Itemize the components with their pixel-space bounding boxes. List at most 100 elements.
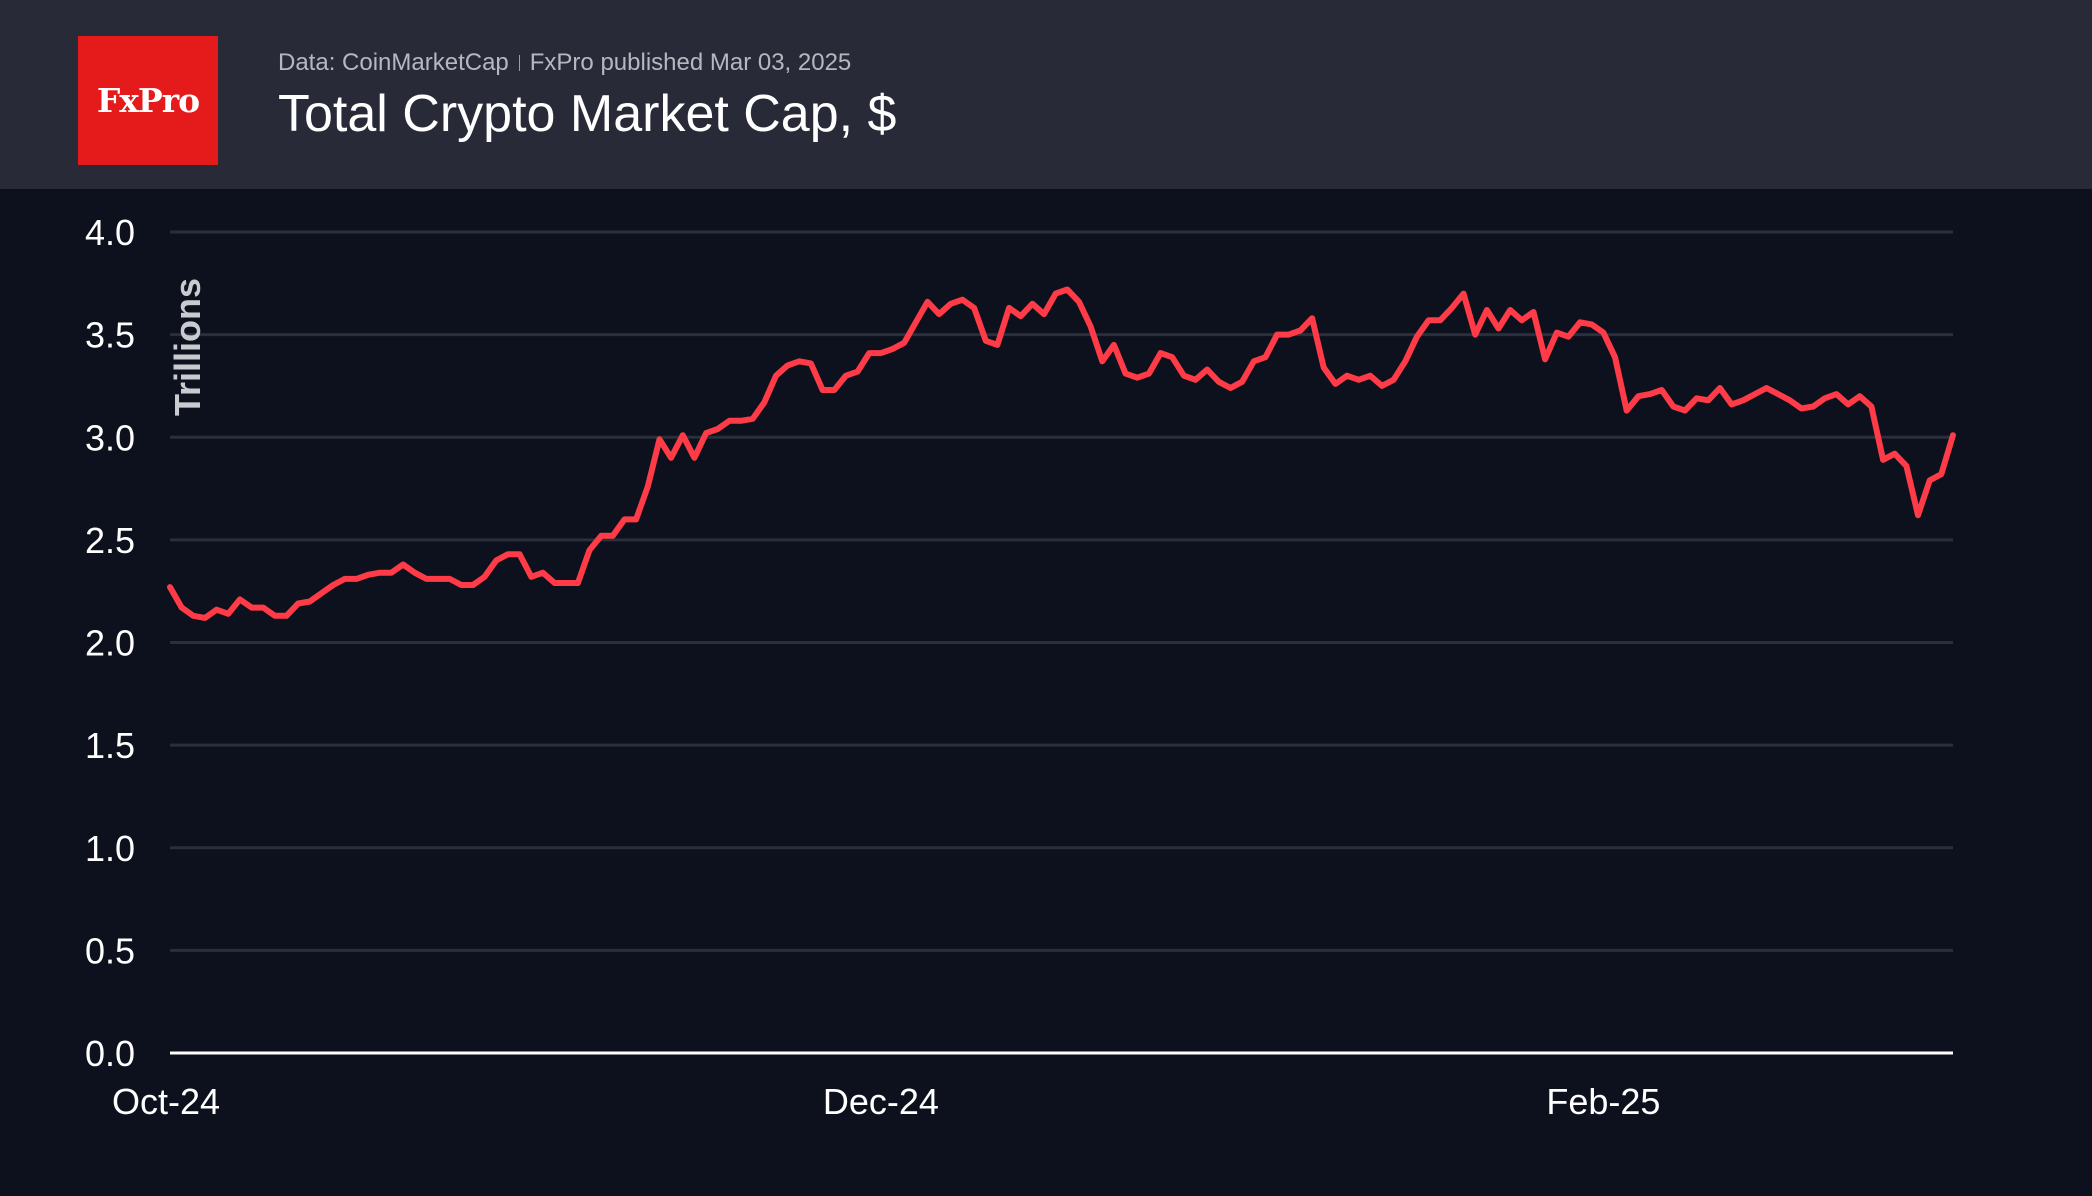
data-point — [1939, 472, 1943, 476]
data-point — [564, 581, 568, 585]
data-point — [1776, 392, 1780, 396]
data-point — [1205, 368, 1209, 372]
data-point — [1054, 292, 1058, 296]
data-point — [1030, 302, 1034, 306]
data-point — [1450, 306, 1454, 310]
data-point — [1065, 288, 1069, 292]
data-point — [1578, 320, 1582, 324]
logo-text: FxPro — [96, 81, 200, 120]
y-tick-label: 3.5 — [85, 315, 135, 356]
data-point — [856, 370, 860, 374]
data-point — [1532, 310, 1536, 314]
data-point — [727, 419, 731, 423]
data-point — [1287, 333, 1291, 337]
data-point — [494, 558, 498, 562]
data-point — [1695, 396, 1699, 400]
data-point — [1555, 331, 1559, 335]
data-point — [506, 552, 510, 556]
data-point — [1800, 407, 1804, 411]
data-point — [1403, 359, 1407, 363]
data-point — [459, 583, 463, 587]
data-point — [389, 571, 393, 575]
data-point — [1683, 409, 1687, 413]
data-point — [296, 602, 300, 606]
data-point — [261, 606, 265, 610]
data-point — [1333, 382, 1337, 386]
data-point — [774, 374, 778, 378]
data-point — [366, 573, 370, 577]
chart-header: FxPro Data: CoinMarketCap FxPro published… — [0, 0, 2092, 189]
data-point — [1590, 322, 1594, 326]
data-point — [1462, 292, 1466, 296]
data-point — [1765, 386, 1769, 390]
data-point — [529, 575, 533, 579]
data-point — [1613, 355, 1617, 359]
data-point — [1788, 398, 1792, 402]
data-point — [1427, 318, 1431, 322]
data-point — [401, 563, 405, 567]
data-point — [1275, 333, 1279, 337]
data-point — [448, 577, 452, 581]
meta-divider — [518, 55, 520, 71]
data-point — [436, 577, 440, 581]
series-line-market-cap — [167, 286, 1956, 621]
data-point — [937, 312, 941, 316]
data-point — [191, 614, 195, 618]
data-point — [1112, 343, 1116, 347]
chart-title: Total Crypto Market Cap, $ — [278, 85, 897, 143]
data-point — [1100, 359, 1104, 363]
data-point — [914, 320, 918, 324]
data-point — [995, 343, 999, 347]
y-tick-label: 1.0 — [85, 828, 135, 869]
data-point — [355, 577, 359, 581]
data-point — [541, 571, 545, 575]
data-point — [553, 581, 557, 585]
data-point — [681, 433, 685, 437]
data-point — [844, 374, 848, 378]
data-point — [692, 456, 696, 460]
data-point — [215, 608, 219, 612]
data-point — [1229, 386, 1233, 390]
data-point — [1916, 513, 1920, 517]
data-point — [797, 359, 801, 363]
data-point — [1671, 405, 1675, 409]
data-point — [623, 517, 627, 521]
data-point — [1508, 308, 1512, 312]
data-point — [879, 351, 883, 355]
data-point — [1823, 396, 1827, 400]
data-point — [1194, 378, 1198, 382]
data-point — [751, 417, 755, 421]
data-point — [658, 437, 662, 441]
data-point — [1904, 464, 1908, 468]
data-point — [1263, 355, 1267, 359]
data-point — [1135, 376, 1139, 380]
data-point — [762, 400, 766, 404]
data-point — [168, 585, 172, 589]
data-point — [902, 341, 906, 345]
data-point — [949, 302, 953, 306]
data-point — [1718, 386, 1722, 390]
data-point — [786, 363, 790, 367]
x-tick-label: Oct-24 — [112, 1081, 220, 1122]
y-tick-label: 0.5 — [85, 930, 135, 971]
data-point — [471, 583, 475, 587]
data-point — [891, 347, 895, 351]
data-point — [1706, 398, 1710, 402]
data-point — [424, 577, 428, 581]
data-point — [1240, 380, 1244, 384]
data-point — [1368, 374, 1372, 378]
x-tick-label: Dec-24 — [823, 1081, 939, 1122]
data-point — [1415, 335, 1419, 339]
data-point — [1741, 398, 1745, 402]
data-point — [1298, 329, 1302, 333]
data-point — [984, 339, 988, 343]
data-point — [576, 581, 580, 585]
y-tick-label: 4.0 — [85, 212, 135, 253]
data-point — [180, 606, 184, 610]
data-point — [413, 571, 417, 575]
data-point — [926, 300, 930, 304]
data-point — [1019, 314, 1023, 318]
data-point — [1893, 452, 1897, 456]
y-tick-label: 2.5 — [85, 520, 135, 561]
y-axis-label: Trillions — [167, 278, 208, 416]
